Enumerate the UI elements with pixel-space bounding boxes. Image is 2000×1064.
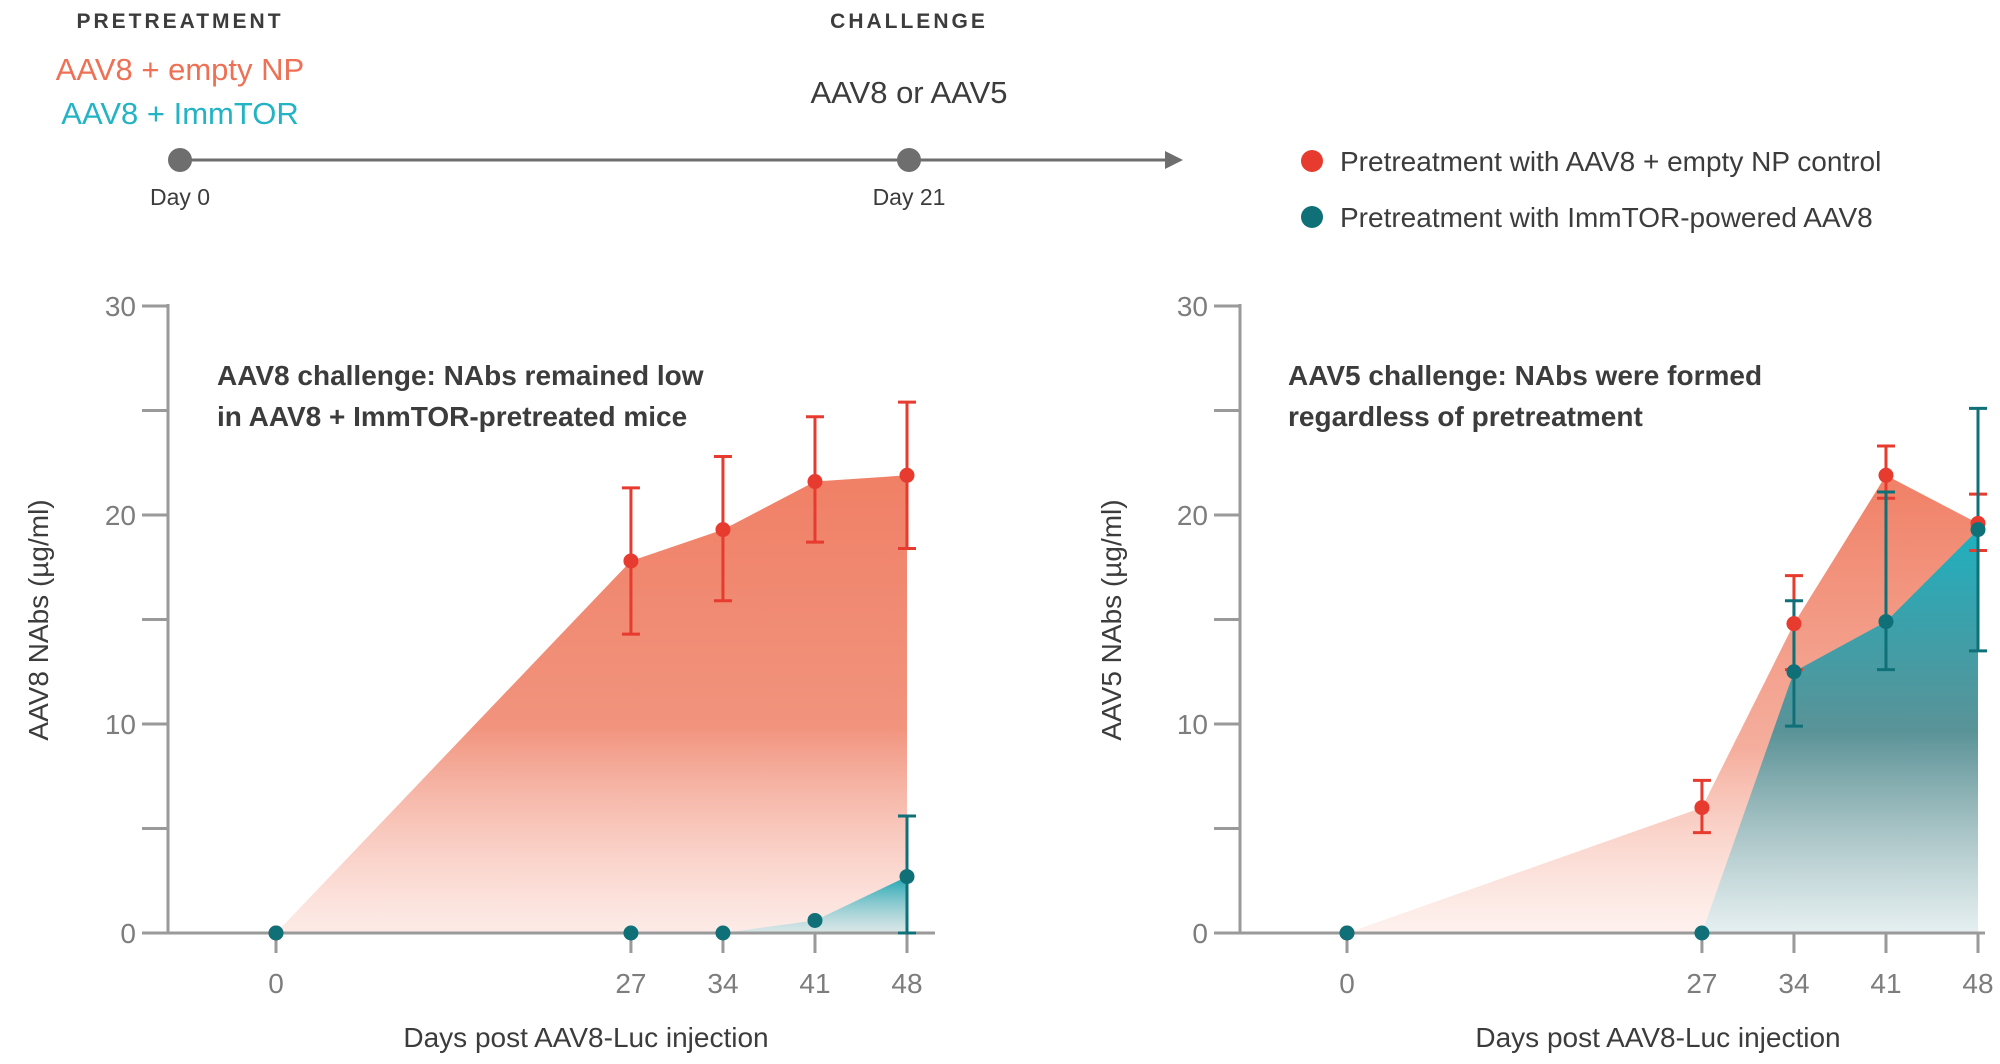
data-point-series-2 — [1339, 925, 1355, 941]
legend-label-immtor: Pretreatment with ImmTOR-powered AAV8 — [1340, 202, 1873, 233]
pretreatment-header: PRETREATMENT — [76, 10, 283, 33]
y-tick-label: 30 — [1177, 291, 1208, 322]
timeline-label-day0: Day 0 — [150, 184, 210, 210]
data-point-series-2 — [1786, 664, 1802, 680]
data-point-series-2 — [715, 925, 731, 941]
chart-annotation-line-2: in AAV8 + ImmTOR-pretreated mice — [217, 401, 687, 432]
x-tick-label: 48 — [891, 968, 922, 999]
legend-marker-empty-np — [1301, 150, 1323, 172]
timeline: PRETREATMENT CHALLENGE AAV8 + empty NP A… — [56, 10, 1183, 210]
area-series-2 — [1347, 529, 1978, 933]
x-tick-label: 34 — [1778, 968, 1809, 999]
data-point-series-1 — [807, 474, 823, 490]
timeline-arrowhead — [1165, 151, 1183, 169]
y-tick-label: 30 — [105, 291, 136, 322]
timeline-marker-day0 — [168, 148, 192, 172]
data-point-series-2 — [807, 912, 823, 928]
data-point-series-2 — [1970, 522, 1986, 538]
data-point-series-1 — [623, 553, 639, 569]
pretreatment-line-empty-np: AAV8 + empty NP — [56, 52, 304, 87]
y-tick-label: 20 — [1177, 500, 1208, 531]
challenge-text: AAV8 or AAV5 — [810, 75, 1007, 110]
area-series-1 — [276, 475, 907, 933]
data-point-series-2 — [899, 869, 915, 885]
timeline-marker-day21 — [897, 148, 921, 172]
y-axis-label: AAV5 NAbs (µg/ml) — [1096, 499, 1127, 740]
y-tick-label: 0 — [120, 918, 136, 949]
timeline-label-day21: Day 21 — [873, 184, 946, 210]
x-tick-label: 41 — [799, 968, 830, 999]
x-tick-label: 34 — [707, 968, 738, 999]
x-axis-label: Days post AAV8-Luc injection — [403, 1022, 768, 1053]
x-tick-label: 0 — [268, 968, 284, 999]
chart-aav5-challenge: 0 10 20 30 0 27 34 41 48 AAV5 challenge: NAbs we… — [1096, 291, 1994, 1053]
x-axis-label: Days post AAV8-Luc injection — [1475, 1022, 1840, 1053]
y-tick-label: 10 — [105, 709, 136, 740]
y-tick-label: 20 — [105, 500, 136, 531]
data-point-series-2 — [268, 925, 284, 941]
data-point-series-1 — [1694, 800, 1710, 816]
chart-annotation-line-1: AAV5 challenge: NAbs were formed — [1288, 360, 1762, 391]
data-point-series-1 — [715, 522, 731, 538]
challenge-header: CHALLENGE — [830, 10, 988, 33]
data-point-series-2 — [1878, 614, 1894, 630]
x-tick-label: 0 — [1339, 968, 1355, 999]
legend: Pretreatment with AAV8 + empty NP contro… — [1301, 146, 1881, 233]
chart-annotation-line-2: regardless of pretreatment — [1288, 401, 1643, 432]
data-point-series-2 — [623, 925, 639, 941]
y-tick-label: 0 — [1192, 918, 1208, 949]
pretreatment-line-immtor: AAV8 + ImmTOR — [61, 96, 298, 131]
y-axis-label: AAV8 NAbs (µg/ml) — [23, 499, 54, 740]
y-tick-label: 10 — [1177, 709, 1208, 740]
x-tick-label: 27 — [1686, 968, 1717, 999]
legend-label-empty-np: Pretreatment with AAV8 + empty NP contro… — [1340, 146, 1881, 177]
data-point-series-1 — [899, 467, 915, 483]
x-tick-label: 41 — [1870, 968, 1901, 999]
chart-annotation-line-1: AAV8 challenge: NAbs remained low — [217, 360, 704, 391]
legend-marker-immtor — [1301, 206, 1323, 228]
x-tick-label: 48 — [1962, 968, 1993, 999]
area-series-2 — [276, 876, 907, 933]
chart-aav8-challenge: 0 10 20 30 0 27 34 41 48 AAV8 challenge: NAbs re… — [23, 291, 935, 1053]
x-tick-label: 27 — [615, 968, 646, 999]
data-point-series-1 — [1786, 616, 1802, 632]
data-point-series-2 — [1694, 925, 1710, 941]
data-point-series-1 — [1878, 467, 1894, 483]
